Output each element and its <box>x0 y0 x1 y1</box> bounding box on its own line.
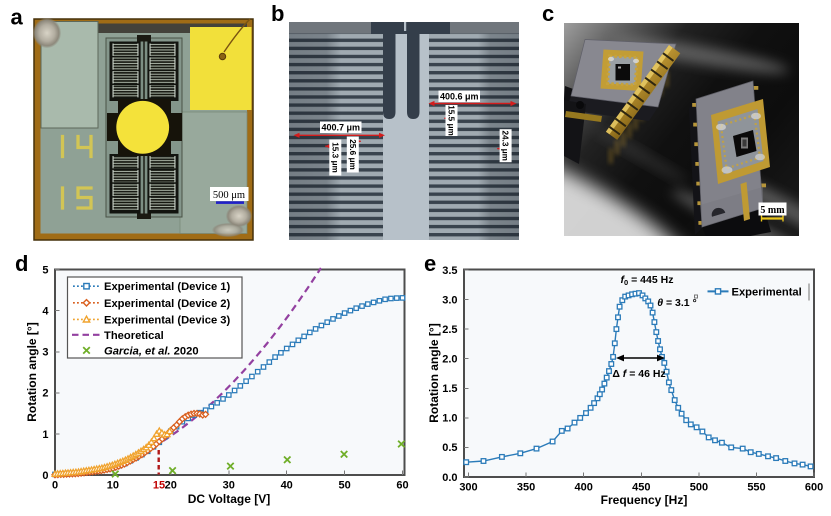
svg-text:Frequency [Hz]: Frequency [Hz] <box>601 493 688 507</box>
svg-text:450: 450 <box>632 482 650 494</box>
svg-text:5 mm: 5 mm <box>760 205 785 216</box>
svg-text:500: 500 <box>690 482 708 494</box>
svg-text:3.5: 3.5 <box>442 265 457 277</box>
svg-text:2: 2 <box>42 388 48 400</box>
svg-text:15.3 μm: 15.3 μm <box>330 142 339 173</box>
svg-text:Garcia, et al. 2020: Garcia, et al. 2020 <box>104 345 199 357</box>
svg-text:10: 10 <box>107 480 119 492</box>
svg-text:15.5 μm: 15.5 μm <box>447 105 456 136</box>
svg-text:50: 50 <box>338 480 350 492</box>
svg-text:Rotation angle [°]: Rotation angle [°] <box>427 323 441 422</box>
svg-text:3.0: 3.0 <box>442 294 457 306</box>
svg-text:3: 3 <box>42 347 48 359</box>
svg-text:Theoretical: Theoretical <box>104 330 164 342</box>
svg-text:1.5: 1.5 <box>442 383 457 395</box>
svg-text:Experimental: Experimental <box>732 286 802 298</box>
svg-text:400.7 μm: 400.7 μm <box>322 123 361 133</box>
svg-text:d: d <box>15 251 28 276</box>
svg-text:Experimental (Device 2): Experimental (Device 2) <box>104 298 230 310</box>
svg-text:0: 0 <box>42 470 48 482</box>
svg-text:DC Voltage [V]: DC Voltage [V] <box>188 492 270 506</box>
svg-text:2.5: 2.5 <box>442 324 457 336</box>
svg-text:400: 400 <box>575 482 593 494</box>
svg-text:25.6 μm: 25.6 μm <box>348 139 357 170</box>
svg-text:Rotation angle [°]: Rotation angle [°] <box>25 322 39 421</box>
svg-text:f0 = 445 Hz: f0 = 445 Hz <box>621 274 674 287</box>
svg-text:30: 30 <box>223 480 235 492</box>
svg-text:600: 600 <box>805 482 823 494</box>
svg-text:c: c <box>542 1 554 26</box>
svg-text:0: 0 <box>52 480 58 492</box>
svg-text:θ = 3.1 °: θ = 3.1 ° <box>657 297 697 309</box>
svg-text:0.0: 0.0 <box>442 472 457 484</box>
svg-text:15: 15 <box>153 480 165 492</box>
svg-text:300: 300 <box>459 482 477 494</box>
svg-text:1.0: 1.0 <box>442 413 457 425</box>
svg-text:0.5: 0.5 <box>442 442 457 454</box>
svg-text:40: 40 <box>281 480 293 492</box>
svg-text:Δ f = 46 Hz: Δ f = 46 Hz <box>612 368 665 380</box>
svg-text:5: 5 <box>42 264 48 276</box>
svg-text:550: 550 <box>747 482 765 494</box>
svg-text:Experimental (Device 3): Experimental (Device 3) <box>104 314 230 326</box>
svg-text:1: 1 <box>42 429 48 441</box>
svg-text:2.0: 2.0 <box>442 354 457 366</box>
svg-text:e: e <box>424 251 436 276</box>
svg-text:4: 4 <box>42 305 49 317</box>
svg-text:b: b <box>271 1 284 26</box>
svg-text:24.3 μm: 24.3 μm <box>501 130 510 161</box>
svg-text:a: a <box>11 5 24 30</box>
svg-text:20: 20 <box>165 480 177 492</box>
svg-text:60: 60 <box>396 480 408 492</box>
svg-text:500 μm: 500 μm <box>213 190 245 201</box>
svg-text:400.6 μm: 400.6 μm <box>440 92 479 102</box>
svg-text:350: 350 <box>517 482 535 494</box>
svg-text:Experimental (Device 1): Experimental (Device 1) <box>104 281 230 293</box>
